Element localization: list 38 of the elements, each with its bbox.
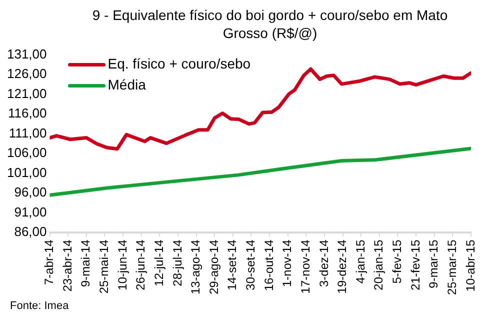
chart-title: 9 - Equivalente físico do boi gordo + couro/sebo em Mato Grosso (R$/@) xyxy=(91,6,449,42)
x-tick-label: 19-dez-14 xyxy=(335,239,350,294)
x-tick-label: 12-jul-14 xyxy=(152,239,166,286)
x-tick-label: 28-jul-14 xyxy=(170,239,184,286)
y-tick-label: 121,00 xyxy=(6,86,47,101)
x-tick-label: 3-dez-14 xyxy=(316,239,331,288)
y-tick-label: 106,00 xyxy=(6,145,47,160)
y-tick-label: 96,00 xyxy=(14,184,47,200)
x-tick-label: 16-out-14 xyxy=(262,239,276,292)
x-tick-label: 13-ago-14 xyxy=(188,239,203,294)
x-tick-label: 14-set-14 xyxy=(225,239,240,290)
y-tick-label: 116,00 xyxy=(8,106,47,121)
legend-label: Média xyxy=(108,76,146,93)
y-tick-label: 86,00 xyxy=(14,224,47,240)
x-tick-label: 20-jan-15 xyxy=(372,239,386,290)
x-tick-label: 10-jun-14 xyxy=(115,239,130,290)
x-tick-label: 17-nov-14 xyxy=(298,239,312,294)
y-tick-label: 131,00 xyxy=(6,46,47,62)
x-tick-label: 23-abr-14 xyxy=(60,239,74,292)
x-tick-label: 25-mai-14 xyxy=(97,239,112,294)
x-tick-label: 5-fev-15 xyxy=(390,239,404,284)
x-tick-label: 10-abr-15 xyxy=(463,239,478,292)
x-tick-label: 30-set-14 xyxy=(244,239,258,290)
x-tick-label: 29-ago-14 xyxy=(206,239,221,294)
y-tick-label: 126,00 xyxy=(6,66,47,82)
y-tick-label: 101,00 xyxy=(6,164,47,180)
x-tick-label: 4-jan-15 xyxy=(353,239,368,284)
x-tick-label: 7-abr-14 xyxy=(42,239,56,286)
source-note: Fonte: Imea xyxy=(10,300,69,312)
x-tick-label: 9-mar-15 xyxy=(426,239,441,288)
x-tick-label: 9-mai-14 xyxy=(78,239,93,288)
x-tick-label: 21-fev-15 xyxy=(408,239,422,290)
legend-label: Eq. físico + couro/sebo xyxy=(108,56,251,72)
y-tick-label: 111,00 xyxy=(8,125,47,140)
x-tick-label: 25-mar-15 xyxy=(445,239,459,296)
x-tick-label: 26-jun-14 xyxy=(134,239,148,290)
x-tick-label: 1-nov-14 xyxy=(280,239,294,288)
y-tick-label: 91,00 xyxy=(14,204,47,220)
